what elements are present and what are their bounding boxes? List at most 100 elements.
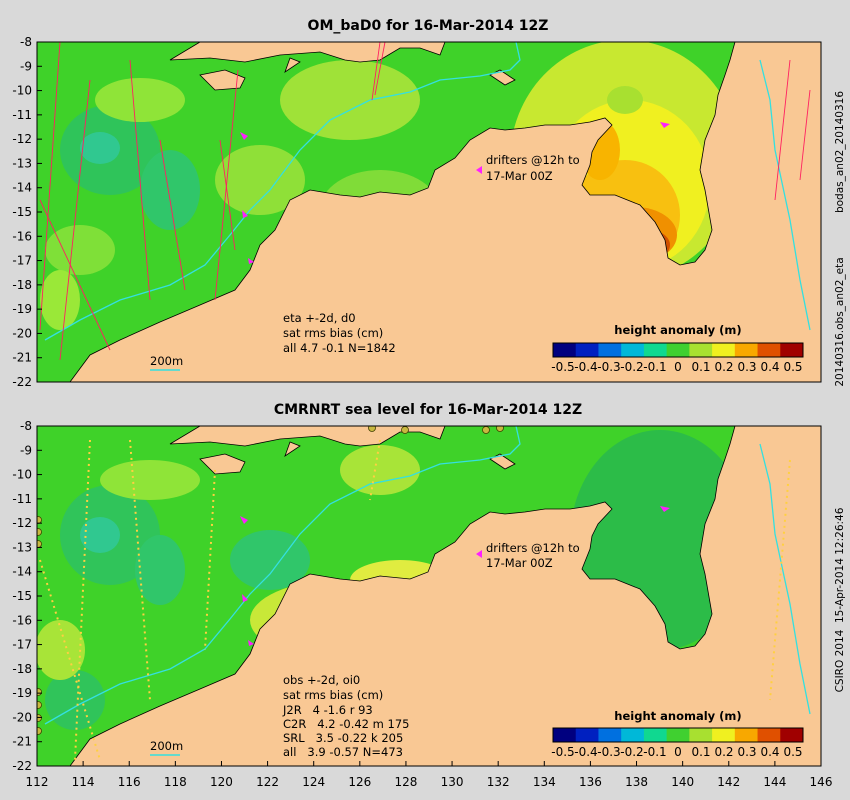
colorbar-tick-label: 0.2: [714, 360, 733, 374]
top-axis-frame: -8 -9 -10 -11 -12 -13 -14 -15 -16 -17 -18 -19 -20 -21…: [12, 35, 822, 389]
colorbar-tick-label: 0.3: [737, 360, 756, 374]
y-tick-label: -12: [12, 516, 32, 530]
top-stats-line: eta +-2d, d0: [283, 311, 356, 325]
top-colorbar-ticks: -0.5 -0.4 -0.3 -0.2 -0.1 0 0.1 0.2 0.3 0.4 0.5: [551, 360, 802, 374]
bottom-colorbar-ticks: -0.5 -0.4 -0.3 -0.2 -0.1 0 0.1 0.2 0.3 0.4 0.5: [551, 745, 802, 759]
x-tick-label: 118: [164, 775, 187, 789]
y-tick-label: -21: [12, 351, 32, 365]
top-side-label-bottom: 20140316.obs_an02_eta: [834, 257, 846, 386]
colorbar-swatch: [643, 343, 668, 357]
x-tick-label: 122: [256, 775, 279, 789]
drifter-marker-icon: [476, 550, 482, 558]
x-tick-label: 136: [579, 775, 602, 789]
colorbar-swatch: [666, 728, 690, 742]
y-tick-label: -13: [12, 156, 32, 170]
x-tick-label: 126: [348, 775, 371, 789]
top-panel: OM_baD0 for 16-Mar-2014 12Z: [12, 18, 846, 389]
y-tick-label: -17: [12, 638, 32, 652]
colorbar-swatch: [712, 343, 736, 357]
top-colorbar-swatches: [553, 343, 804, 357]
y-tick-label: -9: [20, 443, 32, 457]
colorbar-swatch: [598, 728, 622, 742]
colorbar-tick-label: 0: [674, 745, 682, 759]
top-side-label-top: bodas_an02_20140316: [834, 91, 846, 213]
x-tick-label: 146: [810, 775, 833, 789]
colorbar-tick-label: 0.4: [760, 360, 779, 374]
y-tick-label: -10: [12, 84, 32, 98]
bottom-stats-line: all 3.9 -0.57 N=473: [283, 745, 403, 759]
colorbar-tick-label: 0.3: [737, 745, 756, 759]
top-isobath-label: 200m: [150, 354, 183, 368]
y-tick-label: -9: [20, 59, 32, 73]
x-tick-label: 114: [72, 775, 95, 789]
x-tick-label: 138: [625, 775, 648, 789]
colorbar-swatch: [757, 728, 781, 742]
bottom-drifters: [240, 506, 670, 646]
colorbar-swatch: [621, 728, 645, 742]
colorbar-swatch: [689, 343, 713, 357]
colorbar-swatch: [780, 728, 804, 742]
y-tick-label: -20: [12, 710, 32, 724]
bottom-drifter-legend: drifters @12h to 17-Mar 00Z: [476, 541, 580, 570]
y-tick-label: -22: [12, 759, 32, 773]
x-tick-label: 116: [118, 775, 141, 789]
y-tick-label: -11: [12, 492, 32, 506]
colorbar-tick-label: -0.5: [551, 360, 574, 374]
colorbar-tick-label: -0.5: [551, 745, 574, 759]
bottom-x-ticks: 112 114 116 118 120 122 124 126 128 130 132 134 136 1…: [26, 761, 833, 789]
bottom-colorbar-title: height anomaly (m): [614, 709, 741, 723]
colorbar-tick-label: 0.2: [714, 745, 733, 759]
top-isobath: [44, 42, 811, 341]
colorbar-tick-label: -0.4: [574, 360, 597, 374]
colorbar-swatch: [757, 343, 781, 357]
colorbar-swatch: [734, 728, 759, 742]
colorbar-tick-label: -0.2: [620, 360, 643, 374]
y-tick-label: -19: [12, 302, 32, 316]
colorbar-swatch: [575, 728, 599, 742]
y-tick-label: -15: [12, 589, 32, 603]
top-altimeter-tracks: [39, 42, 811, 361]
top-drifters: [240, 122, 670, 264]
x-tick-label: 124: [302, 775, 325, 789]
bottom-stats-line: obs +-2d, oi0: [283, 673, 360, 687]
y-tick-label: -11: [12, 108, 32, 122]
colorbar-swatch: [689, 728, 713, 742]
colorbar-tick-label: 0.1: [691, 745, 710, 759]
x-tick-label: 128: [394, 775, 417, 789]
bottom-map: [37, 426, 821, 766]
colorbar-tick-label: -0.4: [574, 745, 597, 759]
top-map: [37, 42, 821, 382]
top-drifter-label-1: drifters @12h to: [486, 153, 580, 167]
colorbar-tick-label: -0.1: [643, 360, 666, 374]
top-colorbar-title: height anomaly (m): [614, 323, 741, 337]
bottom-land: [69, 426, 821, 766]
y-tick-label: -18: [12, 278, 32, 292]
colorbar-swatch: [712, 728, 736, 742]
bottom-stats-block: obs +-2d, oi0 sat rms bias (cm) J2R 4 -1…: [282, 673, 409, 759]
colorbar-tick-label: -0.2: [620, 745, 643, 759]
y-tick-label: -14: [12, 565, 32, 579]
bottom-isobath: [44, 426, 811, 725]
x-tick-label: 132: [487, 775, 510, 789]
colorbar-tick-label: -0.3: [597, 360, 620, 374]
x-tick-label: 142: [717, 775, 740, 789]
bottom-colorbar-swatches: [553, 728, 804, 742]
bottom-drifter-label-1: drifters @12h to: [486, 541, 580, 555]
bottom-drifter-label-2: 17-Mar 00Z: [486, 556, 553, 570]
colorbar-tick-label: 0: [674, 360, 682, 374]
bottom-stats-line: J2R 4 -1.6 r 93: [282, 703, 373, 717]
colorbar-tick-label: 0.5: [783, 360, 802, 374]
drifter-marker-icon: [476, 166, 482, 174]
bottom-panel-title: CMRNRT sea level for 16-Mar-2014 12Z: [274, 402, 582, 418]
top-y-ticks: -8 -9 -10 -11 -12 -13 -14 -15 -16 -17 -18 -19 -20 -21…: [12, 35, 42, 389]
top-isobath-legend: 200m: [150, 354, 183, 371]
colorbar-tick-label: 0.1: [691, 360, 710, 374]
top-drifter-legend: drifters @12h to 17-Mar 00Z: [476, 153, 580, 183]
y-tick-label: -21: [12, 735, 32, 749]
y-tick-label: -20: [12, 326, 32, 340]
bottom-panel: CMRNRT sea level for 16-Mar-2014 12Z: [12, 402, 846, 789]
bottom-stats-line: C2R 4.2 -0.42 m 175: [283, 717, 409, 731]
top-stats-block: eta +-2d, d0 sat rms bias (cm) all 4.7 -…: [283, 311, 396, 355]
bottom-y-ticks: -8 -9 -10 -11 -12 -13 -14 -15 -16 -17 -18 -19 -20 -21…: [12, 419, 42, 773]
x-tick-label: 144: [763, 775, 786, 789]
